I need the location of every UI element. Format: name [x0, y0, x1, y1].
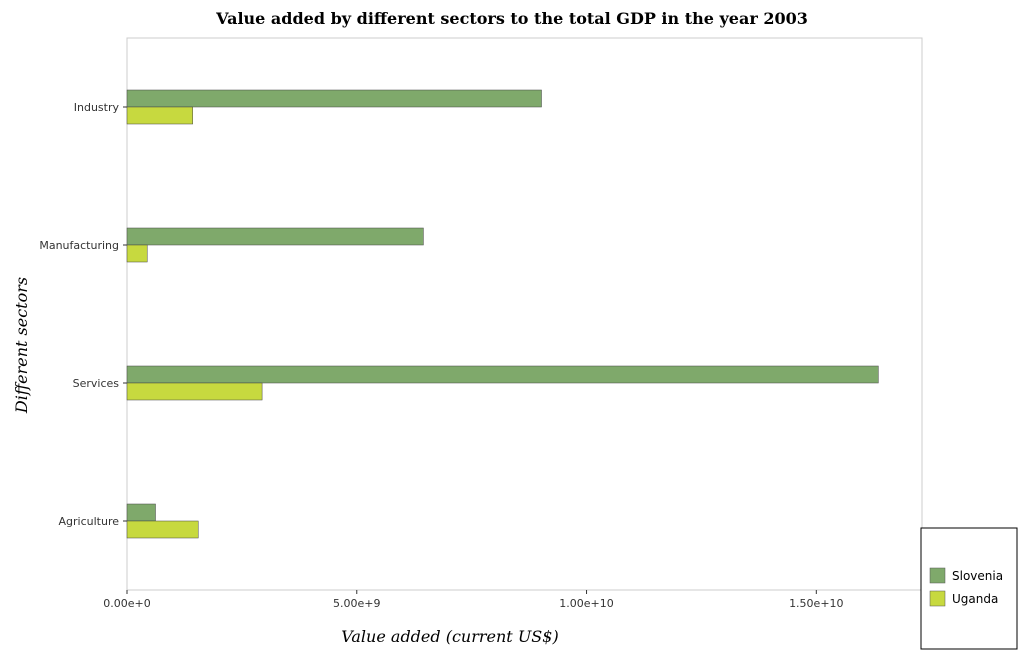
legend-label-slovenia: Slovenia: [952, 569, 1003, 583]
y-tick-label-manufacturing: Manufacturing: [39, 239, 119, 252]
bar-slovenia-manufacturing: [127, 228, 423, 245]
y-tick-label-services: Services: [73, 377, 120, 390]
x-tick-label: 1.50e+10: [789, 597, 843, 610]
y-ticks: Industry Manufacturing Services Agriculture: [39, 101, 127, 528]
y-tick-label-agriculture: Agriculture: [59, 515, 120, 528]
x-ticks: 0.00e+0 5.00e+9 1.00e+10 1.50e+10: [103, 590, 843, 610]
bar-uganda-agriculture: [127, 521, 198, 538]
x-tick-label: 0.00e+0: [103, 597, 150, 610]
bar-slovenia-industry: [127, 90, 542, 107]
bar-uganda-services: [127, 383, 262, 400]
bar-slovenia-services: [127, 366, 878, 383]
legend-label-uganda: Uganda: [952, 592, 998, 606]
x-tick-label: 5.00e+9: [333, 597, 380, 610]
legend: Slovenia Uganda: [921, 528, 1017, 649]
legend-box: [921, 528, 1017, 649]
bar-slovenia-agriculture: [127, 504, 155, 521]
x-axis-label: Value added (current US$): [341, 627, 558, 646]
legend-swatch-uganda: [930, 591, 945, 606]
bar-uganda-manufacturing: [127, 245, 147, 262]
bars: [127, 90, 878, 538]
x-tick-label: 1.00e+10: [559, 597, 613, 610]
y-tick-label-industry: Industry: [74, 101, 120, 114]
plot-area: [127, 38, 922, 590]
bar-uganda-industry: [127, 107, 193, 124]
y-axis-label: Different sectors: [12, 277, 31, 414]
chart-title: Value added by different sectors to the …: [215, 9, 808, 28]
legend-swatch-slovenia: [930, 568, 945, 583]
